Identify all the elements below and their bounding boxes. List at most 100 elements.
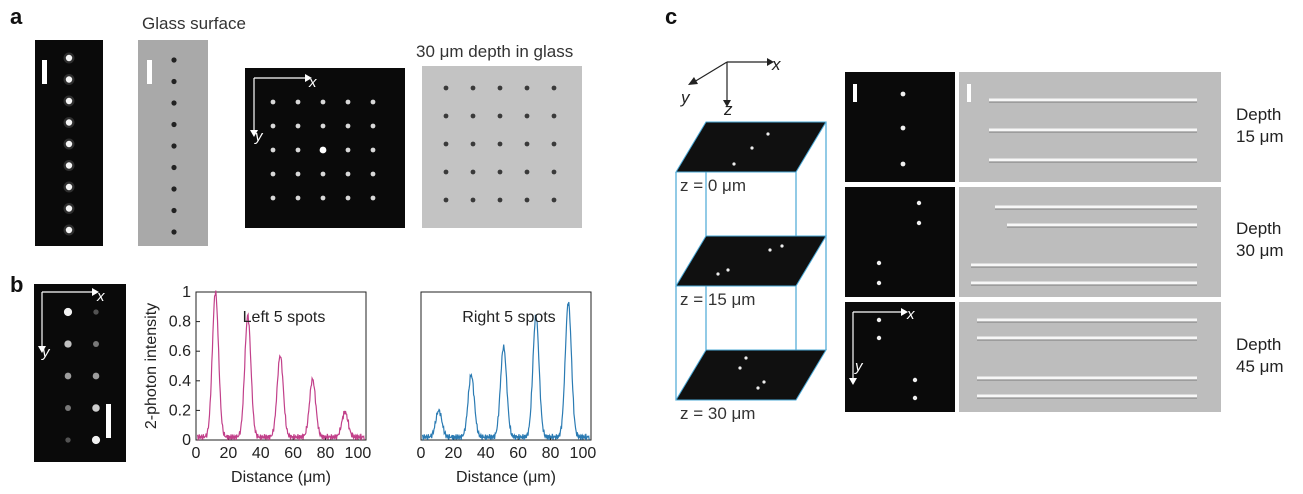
- depth30-spots-image: [845, 187, 955, 297]
- ablation-dot: [171, 208, 176, 213]
- y-tick-label: 0.6: [169, 343, 191, 360]
- spot: [271, 196, 276, 201]
- depth15-spots-image: [845, 72, 955, 182]
- plane: [676, 350, 826, 400]
- x-tick-label: 80: [317, 445, 335, 462]
- glass-surface-dots: [138, 40, 208, 246]
- spot: [901, 92, 906, 97]
- depth15-lines-image: [959, 72, 1221, 182]
- panel-label-c: c: [665, 4, 677, 30]
- ablation-dot: [171, 186, 176, 191]
- ablation-dot: [552, 114, 557, 119]
- depth-label-word: Depth: [1236, 218, 1284, 240]
- chart-annotation: Left 5 spots: [243, 309, 326, 326]
- spot-column-dots: [35, 40, 103, 246]
- ablation-dot: [444, 198, 449, 203]
- spot: [901, 126, 906, 131]
- glass-surface-caption: Glass surface: [142, 14, 246, 34]
- plane: [676, 236, 826, 286]
- plane-spot: [750, 146, 753, 149]
- ablation-dot: [552, 142, 557, 147]
- depth-label-word: Depth: [1236, 334, 1284, 356]
- spot-glow: [64, 182, 75, 193]
- ablation-dot: [552, 86, 557, 91]
- b-axis-y: y: [42, 344, 50, 361]
- spot: [346, 148, 351, 153]
- plane-spot: [766, 132, 769, 135]
- ablation-dot: [471, 198, 476, 203]
- ablation-dot: [171, 143, 176, 148]
- ablation-dot: [525, 86, 530, 91]
- plane-label-1: z = 15 μm: [680, 290, 755, 310]
- ablation-dot: [552, 170, 557, 175]
- depth-label-30: Depth 30 μm: [1236, 218, 1284, 262]
- ablation-dot: [498, 114, 503, 119]
- spot: [371, 172, 376, 177]
- plane-spot: [738, 366, 741, 369]
- y-tick-label: 0.8: [169, 314, 191, 331]
- spot: [877, 261, 881, 265]
- chart-annotation: Right 5 spots: [462, 309, 555, 326]
- spot: [371, 148, 376, 153]
- spot-glow: [64, 53, 75, 64]
- spot-right: [93, 341, 99, 347]
- depth-caption: 30 μm depth in glass: [416, 42, 573, 62]
- spot: [346, 196, 351, 201]
- x-tick-label: 0: [192, 445, 201, 462]
- stacked-planes-diagram: [672, 114, 832, 434]
- c-axis-x: x: [772, 55, 781, 75]
- x-axis-label: Distance (μm): [231, 469, 331, 486]
- c-axis-y: y: [681, 88, 690, 108]
- ablation-dot: [171, 79, 176, 84]
- ablation-dot: [444, 86, 449, 91]
- spot-left: [64, 340, 71, 347]
- plane-spot: [716, 272, 719, 275]
- x-axis-label: Distance (μm): [456, 469, 556, 486]
- spot: [346, 100, 351, 105]
- plane-spot: [780, 244, 783, 247]
- spot: [321, 196, 326, 201]
- spot: [321, 172, 326, 177]
- plane-spot: [768, 248, 771, 251]
- plane-spot: [726, 268, 729, 271]
- spot: [877, 336, 881, 340]
- y-tick-label: 0.2: [169, 402, 191, 419]
- y-tick-label: 0.4: [169, 373, 191, 390]
- y-axis-label: 2-photon intensity: [143, 303, 160, 429]
- ablation-dot: [525, 198, 530, 203]
- spot: [917, 201, 921, 205]
- depth45-spots-image: x y: [845, 302, 955, 412]
- x-tick-label: 20: [219, 445, 237, 462]
- ablation-dot: [471, 86, 476, 91]
- b-axis-x: x: [97, 288, 105, 305]
- spot: [296, 124, 301, 129]
- x-tick-label: 100: [570, 445, 597, 462]
- spot-glow: [64, 225, 75, 236]
- ablation-dot: [498, 86, 503, 91]
- spot: [320, 147, 327, 154]
- grid-axis-y: y: [255, 128, 263, 145]
- x-tick-label: 80: [542, 445, 560, 462]
- depth-label-value: 30 μm: [1236, 240, 1284, 262]
- ablation-dot: [471, 142, 476, 147]
- plane-spot: [744, 356, 747, 359]
- two-column-dots: [34, 284, 126, 462]
- ablation-dot: [498, 170, 503, 175]
- spot: [917, 221, 921, 225]
- ablation-dot: [525, 142, 530, 147]
- panel-label-a: a: [10, 4, 22, 30]
- x-tick-label: 60: [509, 445, 527, 462]
- x-tick-label: 40: [477, 445, 495, 462]
- spot-glow: [64, 74, 75, 85]
- spot: [913, 378, 917, 382]
- spot-left: [65, 405, 71, 411]
- two-column-spot-image: x y: [34, 284, 126, 462]
- ablation-dot: [444, 170, 449, 175]
- spot: [346, 124, 351, 129]
- ablation-dot: [444, 142, 449, 147]
- depth15-lines: [959, 72, 1221, 182]
- spot-right: [93, 373, 100, 380]
- depth-label-45: Depth 45 μm: [1236, 334, 1284, 378]
- x-tick-label: 100: [345, 445, 372, 462]
- spot-left: [65, 437, 70, 442]
